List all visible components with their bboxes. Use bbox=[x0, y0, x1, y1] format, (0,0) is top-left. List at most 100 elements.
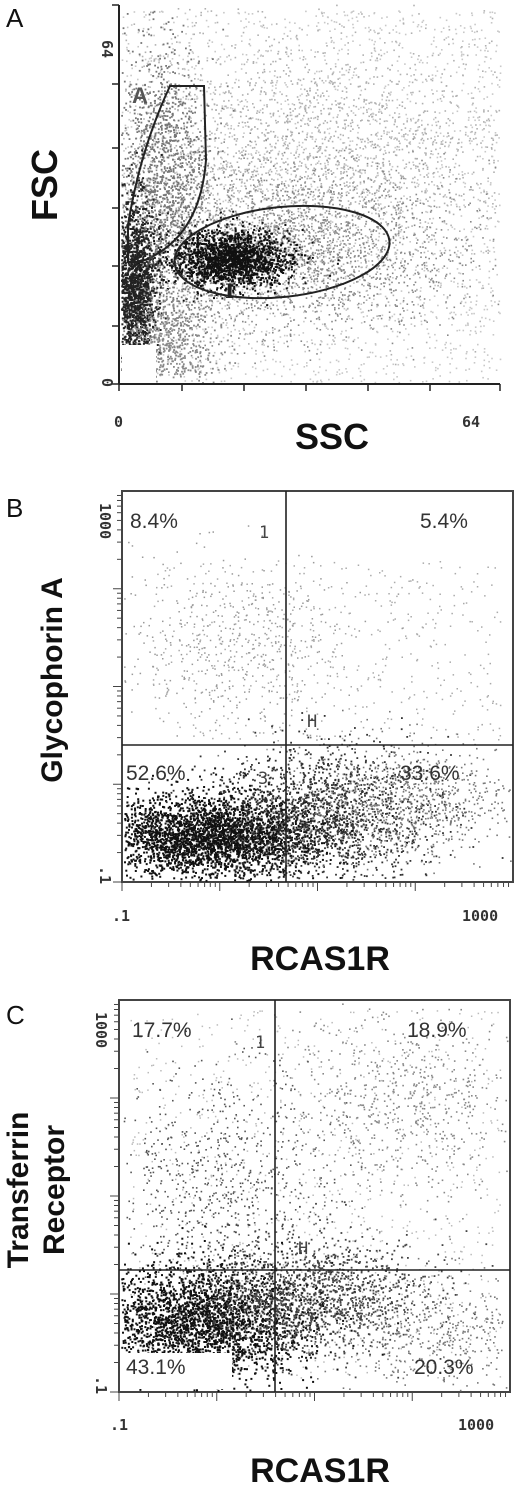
event-dot bbox=[301, 193, 304, 196]
event-dot bbox=[298, 49, 300, 52]
event-dot bbox=[147, 86, 150, 88]
event-dot bbox=[439, 286, 442, 288]
event-dot bbox=[154, 138, 157, 141]
event-dot bbox=[348, 68, 351, 71]
event-dot bbox=[444, 158, 446, 160]
event-dot bbox=[211, 108, 213, 111]
event-dot bbox=[180, 151, 182, 154]
event-dot bbox=[498, 109, 501, 112]
event-dot bbox=[385, 240, 387, 242]
event-dot bbox=[125, 34, 128, 36]
event-dot bbox=[193, 338, 195, 340]
event-dot bbox=[237, 362, 240, 365]
event-dot bbox=[173, 181, 176, 184]
event-dot bbox=[396, 376, 398, 378]
event-dot bbox=[376, 168, 378, 170]
event-dot bbox=[484, 150, 487, 153]
event-dot bbox=[299, 254, 301, 256]
event-dot bbox=[187, 193, 190, 196]
event-dot bbox=[164, 331, 167, 333]
event-dot bbox=[297, 210, 300, 213]
event-dot bbox=[226, 107, 228, 109]
event-dot bbox=[310, 80, 313, 83]
event-dot bbox=[470, 188, 472, 191]
event-dot bbox=[340, 333, 342, 335]
event-dot bbox=[262, 261, 264, 264]
event-dot bbox=[358, 202, 361, 205]
event-dot bbox=[366, 162, 369, 165]
event-dot bbox=[373, 43, 375, 46]
event-dot bbox=[347, 137, 350, 139]
event-dot bbox=[208, 87, 210, 89]
event-dot bbox=[334, 337, 336, 339]
event-dot bbox=[369, 351, 372, 354]
event-dot bbox=[305, 139, 307, 141]
event-dot bbox=[444, 145, 446, 148]
event-dot bbox=[345, 96, 348, 99]
event-dot bbox=[323, 219, 325, 221]
event-dot bbox=[185, 107, 187, 110]
event-dot bbox=[298, 188, 300, 191]
event-dot bbox=[406, 139, 408, 141]
event-dot bbox=[360, 364, 363, 366]
event-dot bbox=[300, 220, 303, 223]
event-dot bbox=[222, 200, 225, 203]
event-dot bbox=[328, 250, 331, 253]
event-dot bbox=[266, 150, 269, 153]
event-dot bbox=[244, 229, 247, 231]
event-dot bbox=[347, 239, 349, 241]
event-dot bbox=[336, 167, 339, 170]
event-dot bbox=[246, 285, 248, 287]
event-dot bbox=[370, 108, 372, 111]
event-dot bbox=[186, 18, 189, 21]
event-dot bbox=[242, 327, 245, 330]
event-dot bbox=[431, 222, 433, 224]
event-dot bbox=[445, 85, 448, 87]
event-dot bbox=[495, 369, 498, 371]
event-dot bbox=[298, 222, 300, 225]
event-dot bbox=[432, 217, 435, 220]
event-dot bbox=[208, 294, 210, 297]
event-dot bbox=[173, 90, 175, 92]
event-dot bbox=[149, 90, 151, 93]
event-dot bbox=[184, 294, 186, 297]
event-dot bbox=[397, 224, 400, 227]
event-dot bbox=[372, 328, 374, 330]
event-dot bbox=[224, 60, 226, 63]
event-dot bbox=[458, 66, 460, 68]
event-dot bbox=[376, 162, 379, 165]
event-dot bbox=[317, 130, 320, 133]
event-dot bbox=[217, 300, 220, 302]
event-dot bbox=[189, 252, 192, 254]
event-dot bbox=[370, 230, 372, 233]
event-dot bbox=[375, 67, 378, 69]
event-dot bbox=[439, 125, 441, 128]
event-dot bbox=[220, 131, 222, 134]
event-dot bbox=[329, 30, 331, 32]
event-dot bbox=[315, 83, 318, 86]
event-dot bbox=[159, 266, 161, 269]
event-dot bbox=[465, 369, 467, 371]
event-dot bbox=[280, 189, 282, 192]
event-dot bbox=[463, 31, 465, 34]
event-dot bbox=[289, 114, 292, 117]
event-dot bbox=[217, 168, 219, 171]
event-dot bbox=[305, 112, 308, 114]
event-dot bbox=[489, 260, 491, 263]
event-dot bbox=[318, 124, 320, 127]
event-dot bbox=[212, 168, 214, 170]
event-dot bbox=[262, 342, 264, 345]
event-dot bbox=[403, 231, 406, 233]
event-dot bbox=[204, 344, 206, 347]
event-dot bbox=[392, 151, 395, 153]
event-dot bbox=[176, 212, 179, 214]
event-dot bbox=[138, 285, 140, 287]
event-dot bbox=[315, 15, 317, 17]
event-dot bbox=[409, 251, 411, 253]
event-dot bbox=[237, 125, 240, 127]
event-dot bbox=[380, 135, 383, 137]
event-dot bbox=[396, 145, 399, 148]
event-dot bbox=[245, 332, 247, 335]
event-dot bbox=[226, 147, 229, 149]
event-dot bbox=[393, 378, 395, 381]
